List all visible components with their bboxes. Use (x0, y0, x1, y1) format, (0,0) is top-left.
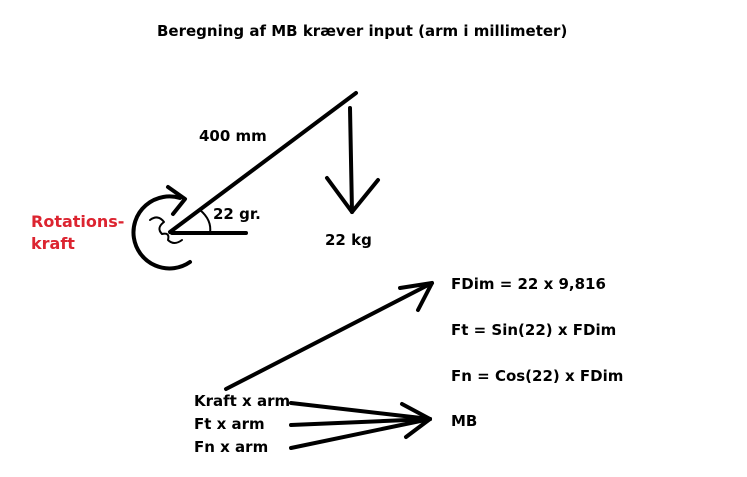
rotation-label-line-1: Rotations- (31, 212, 125, 231)
mb-arrow-line-3 (289, 417, 432, 450)
rotation-force-label: Rotations- kraft (31, 211, 124, 255)
formula-ft: Ft = Sin(22) x FDim (451, 321, 617, 339)
rotation-arrow-head (166, 185, 187, 216)
rotation-circle (131, 194, 192, 271)
mb-term-ft-x-arm: Ft x arm (194, 415, 265, 433)
angle-arc (199, 209, 212, 234)
lever-arm-line (168, 91, 358, 234)
mb-term-fn-x-arm: Fn x arm (194, 438, 269, 456)
mb-arrow-line-2 (289, 417, 432, 427)
force-arrow-head (398, 281, 434, 312)
mb-term-kraft-x-arm: Kraft x arm (194, 392, 291, 410)
diagram-title: Beregning af MB kræver input (arm i mill… (157, 22, 568, 40)
mb-arrow-line-1 (289, 401, 432, 421)
arm-length-label: 400 mm (199, 127, 267, 145)
down-arrow-head (325, 176, 380, 214)
formula-fn: Fn = Cos(22) x FDim (451, 367, 624, 385)
pivot-squiggle (149, 216, 183, 244)
rotation-label-line-2: kraft (31, 234, 75, 253)
force-arrow-line (224, 281, 434, 391)
weight-label: 22 kg (325, 231, 372, 249)
formula-fdim: FDim = 22 x 9,816 (451, 275, 606, 293)
mb-arrow-head (400, 402, 432, 439)
mb-result: MB (451, 412, 478, 430)
load-line (348, 106, 354, 214)
angle-label: 22 gr. (213, 205, 261, 223)
